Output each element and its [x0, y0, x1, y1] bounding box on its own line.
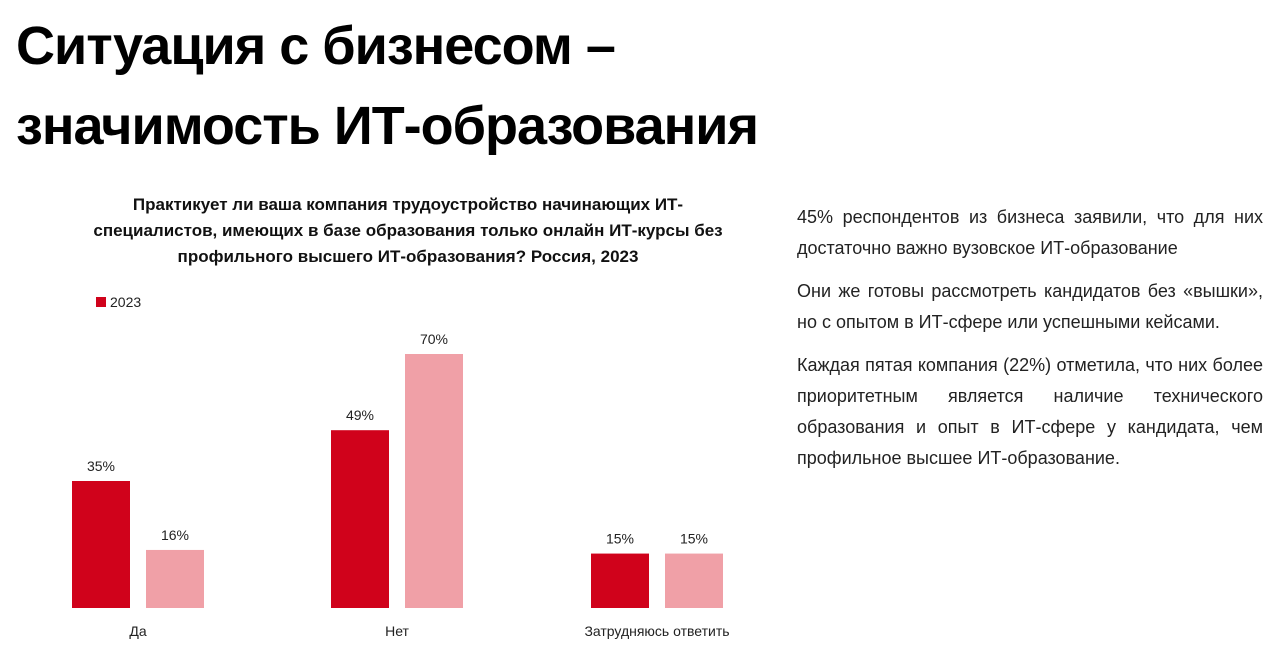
data-label-2-1: 15% [680, 531, 708, 547]
page-title-line-2: значимость ИТ-образования [16, 96, 759, 156]
chart-title: Практикует ли ваша компания трудоустройс… [93, 195, 723, 266]
bar-chart: 35% 16% Да 49% 70% Нет 15% 15% Затрудняюсь ответ… [72, 331, 730, 639]
bar-1-0 [331, 430, 389, 608]
data-label-0-0: 35% [87, 458, 115, 474]
side-paragraph-3: Каждая пятая компания (22%) отметила, чт… [797, 355, 1263, 468]
page-title-line-1: Ситуация с бизнесом – [16, 16, 616, 76]
data-label-1-0: 49% [346, 407, 374, 423]
category-label-1: Нет [385, 623, 409, 639]
category-label-0: Да [129, 623, 146, 639]
bar-0-1 [146, 549, 204, 608]
side-paragraph-2: Они же готовы рассмотреть кандидатов без… [797, 281, 1263, 332]
data-label-1-1: 70% [420, 331, 448, 347]
legend-label-2023: 2023 [110, 294, 142, 310]
data-label-0-1: 16% [161, 527, 189, 543]
page-title: Ситуация с бизнесом – значимость ИТ-обра… [16, 6, 1016, 166]
category-label-2: Затрудняюсь ответить [584, 623, 729, 639]
side-paragraph-1: 45% респондентов из бизнеса заявили, что… [797, 207, 1263, 258]
bar-2-0 [591, 553, 649, 608]
side-text: 45% респондентов из бизнеса заявили, что… [797, 202, 1263, 486]
bar-0-0 [72, 481, 130, 608]
chart-legend: 2023 [96, 294, 141, 310]
bar-2-1 [665, 553, 723, 608]
data-label-2-0: 15% [606, 531, 634, 547]
legend-swatch-2023 [96, 297, 106, 307]
bar-1-1 [405, 354, 463, 608]
